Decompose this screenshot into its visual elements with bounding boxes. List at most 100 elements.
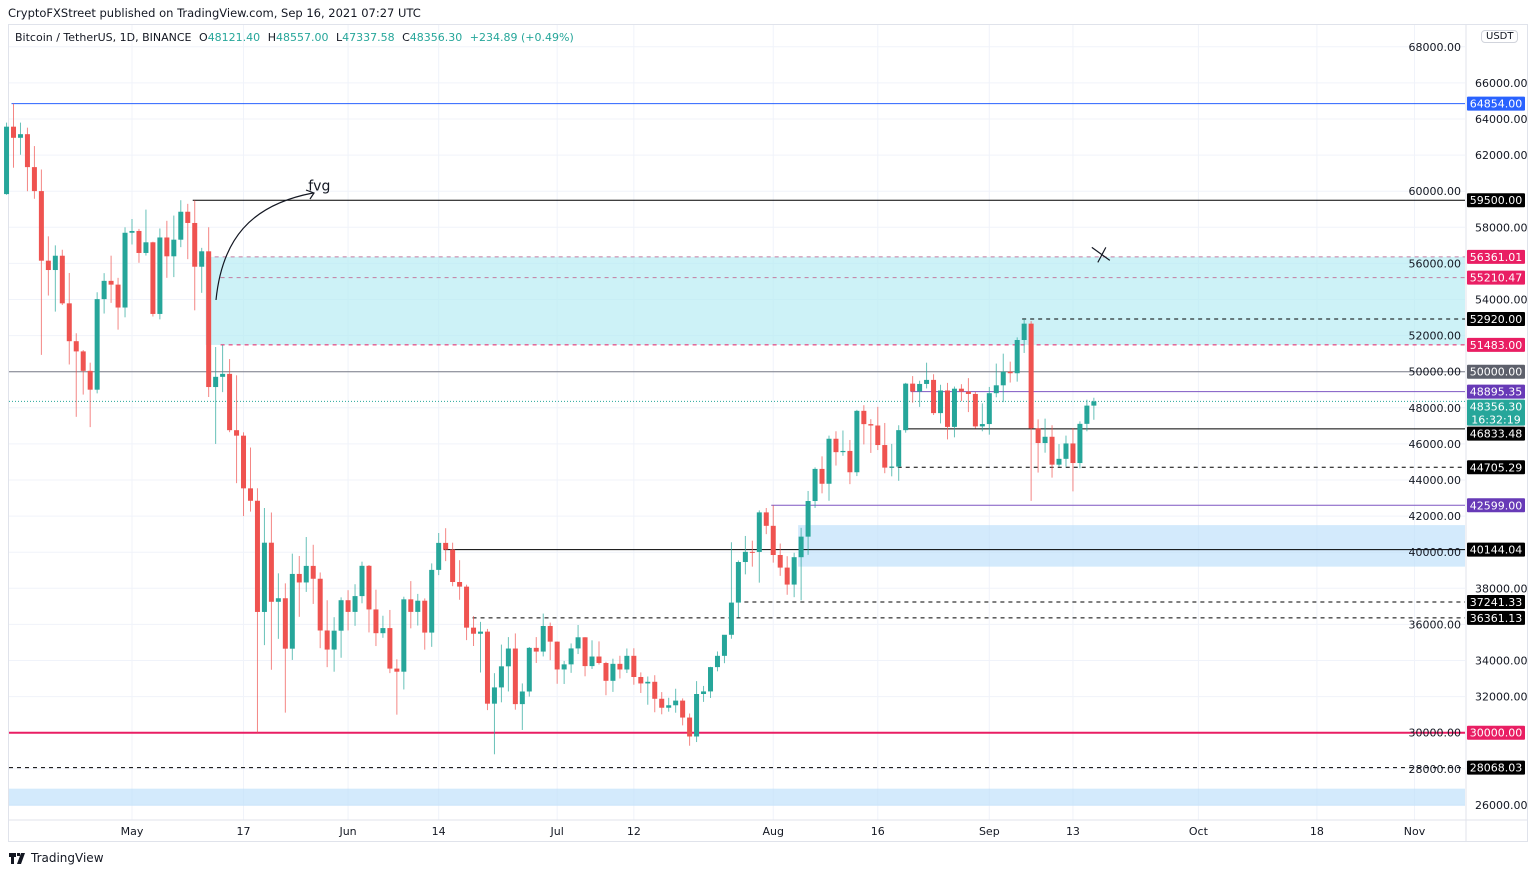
price-tick-label: 42000.00 xyxy=(1409,510,1462,523)
time-tick-label: 14 xyxy=(432,825,446,838)
candle-body xyxy=(770,525,776,555)
cross-mark-icon xyxy=(1091,246,1111,263)
price-tick-label: 54000.00 xyxy=(1475,294,1528,307)
candle-body xyxy=(1056,458,1062,465)
symbol-legend: Bitcoin / TetherUS, 1D, BINANCE O48121.4… xyxy=(15,31,578,44)
candle-body xyxy=(408,599,414,612)
tradingview-brand: TradingView xyxy=(31,851,104,865)
candle-body xyxy=(352,596,358,612)
fvg-arrow-head-icon xyxy=(305,189,315,200)
price-tick-label: 68000.00 xyxy=(1409,41,1462,54)
candle-body xyxy=(603,662,609,681)
candle-body xyxy=(4,126,10,195)
candle-body xyxy=(708,667,714,692)
change-value: +234.89 (+0.49%) xyxy=(469,31,574,44)
currency-unit-button[interactable]: USDT xyxy=(1481,30,1519,43)
candle-body xyxy=(512,648,518,705)
candle-body xyxy=(338,600,344,631)
candle-body xyxy=(227,373,233,431)
candle-body xyxy=(582,637,588,667)
candle-body xyxy=(714,655,720,668)
candle-body xyxy=(701,691,707,695)
candle-body xyxy=(289,573,295,649)
candle-body xyxy=(1028,323,1034,429)
price-badge xyxy=(1467,426,1525,441)
price-badge xyxy=(1467,460,1525,475)
candle-body xyxy=(491,687,497,704)
candle-body xyxy=(812,468,818,502)
high-value: H48557.00 xyxy=(267,31,329,44)
candle-body xyxy=(1021,323,1027,341)
price-badge xyxy=(1467,311,1525,326)
candle-body xyxy=(861,410,867,425)
price-badge xyxy=(1467,193,1525,208)
price-badge-label: 48895.35 xyxy=(1470,386,1523,399)
price-tick-label: 44000.00 xyxy=(1409,474,1462,487)
price-tick-label: 62000.00 xyxy=(1475,149,1528,162)
time-tick-label: Sep xyxy=(979,825,1000,838)
bar-countdown: 16:32:19 xyxy=(1471,414,1520,427)
time-tick-label: 12 xyxy=(627,825,641,838)
time-tick-label: Aug xyxy=(762,825,783,838)
price-badge xyxy=(1467,270,1525,285)
candle-body xyxy=(868,424,874,426)
price-badge-label: 55210.47 xyxy=(1470,272,1523,285)
candle-body xyxy=(422,600,428,633)
candle-body xyxy=(101,280,107,300)
candle-body xyxy=(610,663,616,681)
candle-body xyxy=(687,717,693,737)
time-tick-label: Oct xyxy=(1189,825,1209,838)
price-badge xyxy=(1467,760,1525,775)
price-badge-label: 51483.00 xyxy=(1470,339,1523,352)
symbol-name[interactable]: Bitcoin / TetherUS, 1D, BINANCE xyxy=(15,31,192,44)
candle-body xyxy=(617,663,623,670)
tradingview-logo[interactable]: TradingView xyxy=(9,851,104,865)
candle-body xyxy=(317,578,323,631)
candle-body xyxy=(1063,443,1069,459)
candle-body xyxy=(505,648,511,667)
low-value: L47337.58 xyxy=(335,31,395,44)
price-badge xyxy=(1467,337,1525,352)
price-badge-label: 48356.30 xyxy=(1470,401,1523,414)
price-tick-label: 36000.00 xyxy=(1409,618,1462,631)
candle-body xyxy=(94,299,100,390)
candle-body xyxy=(73,341,79,352)
candle-body xyxy=(624,655,630,670)
candle-body xyxy=(401,599,407,672)
candle-body xyxy=(450,549,456,583)
candle-body xyxy=(1091,401,1097,406)
candle-body xyxy=(247,488,253,501)
price-badge-label: 52920.00 xyxy=(1470,313,1523,326)
candle-body xyxy=(924,379,930,384)
candle-body xyxy=(268,542,274,602)
candle-body xyxy=(979,424,985,427)
candle-body xyxy=(261,542,267,612)
candle-body xyxy=(951,388,957,427)
candle-body xyxy=(819,468,825,484)
candle-body xyxy=(749,551,755,553)
time-tick-label: May xyxy=(121,825,144,838)
candle-body xyxy=(659,698,665,708)
candle-body xyxy=(944,390,950,427)
candle-body xyxy=(115,284,121,308)
candle-body xyxy=(993,385,999,394)
price-zone xyxy=(9,788,1465,806)
candle-body xyxy=(80,351,86,371)
price-tick-label: 58000.00 xyxy=(1475,221,1528,234)
price-badge-label: 46833.48 xyxy=(1470,428,1523,441)
candle-body xyxy=(387,628,393,669)
candle-body xyxy=(59,255,65,304)
candle-body xyxy=(694,694,700,737)
candle-body xyxy=(791,557,797,585)
candle-body xyxy=(310,565,316,579)
candle-body xyxy=(763,512,769,526)
candle-body xyxy=(680,700,686,718)
candle-body xyxy=(896,430,902,467)
candle-body xyxy=(589,656,595,667)
candle-body xyxy=(735,562,741,603)
candle-body xyxy=(359,565,365,597)
candle-body xyxy=(373,609,379,634)
candle-body xyxy=(464,586,470,628)
candle-body xyxy=(631,655,637,677)
